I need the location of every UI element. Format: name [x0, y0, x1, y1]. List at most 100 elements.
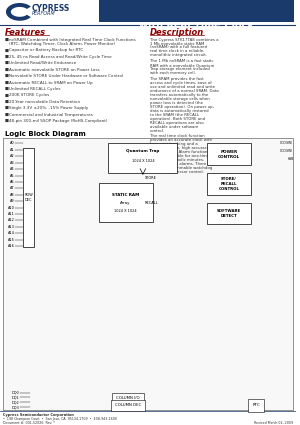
- Text: ■: ■: [5, 87, 9, 91]
- Text: A6: A6: [10, 180, 15, 184]
- Text: Array: Array: [120, 201, 131, 205]
- Text: oscillator. The Alarm function: oscillator. The Alarm function: [150, 150, 207, 154]
- Text: POWER
CONTROL: POWER CONTROL: [218, 150, 240, 159]
- Text: SOFTWARE
DETECT: SOFTWARE DETECT: [217, 209, 241, 218]
- Text: DQ0: DQ0: [12, 391, 20, 394]
- FancyBboxPatch shape: [207, 173, 251, 195]
- Text: The 1 Mb nvSRAM is a fast static: The 1 Mb nvSRAM is a fast static: [150, 60, 213, 63]
- Text: STORE: STORE: [145, 176, 157, 180]
- Text: ROW
DEC: ROW DEC: [24, 193, 33, 202]
- Text: Trap storage element included: Trap storage element included: [150, 67, 209, 71]
- Text: The real time clock function: The real time clock function: [150, 134, 205, 139]
- Text: 1024 X 1024: 1024 X 1024: [114, 209, 137, 212]
- Text: RECALL operations are also: RECALL operations are also: [150, 121, 203, 125]
- Text: PERFORM: PERFORM: [32, 11, 55, 16]
- Text: access and cycle times, ease of: access and cycle times, ease of: [150, 81, 211, 85]
- Text: A16: A16: [8, 244, 15, 248]
- Text: The Cypress STK17TA8 combines a: The Cypress STK17TA8 combines a: [150, 37, 218, 42]
- Text: Description: Description: [150, 28, 204, 37]
- Text: leap year tracking and a: leap year tracking and a: [150, 142, 197, 146]
- Polygon shape: [6, 3, 31, 21]
- Text: A14: A14: [8, 231, 15, 235]
- Text: control.: control.: [150, 128, 165, 133]
- Text: A2: A2: [10, 154, 15, 158]
- Text: Automatic nonvolatile STORE on Power Loss: Automatic nonvolatile STORE on Power Los…: [9, 68, 100, 72]
- Text: Revised March 02, 2009: Revised March 02, 2009: [254, 421, 292, 425]
- Text: ■: ■: [5, 119, 9, 123]
- Text: 1 Mb nonvolatile static RAM: 1 Mb nonvolatile static RAM: [150, 42, 204, 45]
- Text: A3: A3: [10, 161, 15, 164]
- Text: nvSRAM Combined with Integrated Real Time Clock Functions: nvSRAM Combined with Integrated Real Tim…: [9, 37, 136, 42]
- Text: The SRAM provides the fast: The SRAM provides the fast: [150, 77, 203, 81]
- FancyBboxPatch shape: [207, 143, 251, 165]
- Text: STATIC RAM: STATIC RAM: [112, 193, 139, 197]
- Text: ■: ■: [5, 37, 9, 42]
- Text: ■: ■: [5, 113, 9, 117]
- Text: 200K STORE Cycles: 200K STORE Cycles: [9, 94, 49, 97]
- Text: STK17TA8: STK17TA8: [250, 3, 294, 12]
- Text: ■: ■: [5, 81, 9, 85]
- Text: •  198 Champion Court  •  San Jose, CA  95134-1709  •  408-943-2600: • 198 Champion Court • San Jose, CA 9513…: [3, 417, 117, 421]
- Text: hours, or days alarms. There is: hours, or days alarms. There is: [150, 162, 210, 166]
- Text: RECALL: RECALL: [145, 201, 158, 205]
- Text: 25, 45 ns Read Access and Read/Write Cycle Time: 25, 45 ns Read Access and Read/Write Cyc…: [9, 55, 112, 59]
- FancyBboxPatch shape: [98, 0, 294, 22]
- Text: ■: ■: [5, 106, 9, 110]
- Text: Quantum Trap: Quantum Trap: [126, 149, 160, 153]
- Text: Logic Block Diagram: Logic Block Diagram: [5, 130, 86, 136]
- Text: Document #: 001-52026  Rev. *: Document #: 001-52026 Rev. *: [3, 421, 55, 425]
- Text: DQ2: DQ2: [12, 400, 20, 405]
- Text: operation). Both STORE and: operation). Both STORE and: [150, 117, 205, 121]
- Text: Commercial and Industrial Temperatures: Commercial and Industrial Temperatures: [9, 113, 93, 117]
- Text: ■: ■: [5, 68, 9, 72]
- Text: A7: A7: [10, 186, 15, 190]
- Text: timer for processor control.: timer for processor control.: [150, 170, 204, 174]
- Text: 48-pin 300-mil SSOP Package (RoHS-Compliant): 48-pin 300-mil SSOP Package (RoHS-Compli…: [9, 119, 107, 123]
- FancyBboxPatch shape: [108, 143, 177, 173]
- FancyBboxPatch shape: [98, 183, 153, 222]
- FancyBboxPatch shape: [3, 139, 292, 411]
- Text: ■: ■: [5, 74, 9, 78]
- Text: Capacitor or Battery Backup for RTC: Capacitor or Battery Backup for RTC: [9, 48, 83, 52]
- Text: (nvSRAM) with a full featured: (nvSRAM) with a full featured: [150, 45, 207, 49]
- Text: VCC(SW): VCC(SW): [280, 142, 294, 145]
- Text: ■: ■: [5, 61, 9, 65]
- Text: available under software: available under software: [150, 125, 198, 129]
- Text: COLUMN DEC: COLUMN DEC: [115, 403, 141, 408]
- FancyBboxPatch shape: [207, 203, 251, 224]
- Text: Single 3.3V ±20%, -15% Power Supply: Single 3.3V ±20%, -15% Power Supply: [9, 106, 88, 110]
- Text: 20-Year nonvolatile Data Retention: 20-Year nonvolatile Data Retention: [9, 100, 80, 104]
- Text: real time clock in a reliable,: real time clock in a reliable,: [150, 49, 204, 54]
- Text: endurance of a normal SRAM. Data: endurance of a normal SRAM. Data: [150, 89, 218, 93]
- Text: A12: A12: [8, 218, 15, 223]
- Text: A11: A11: [8, 212, 15, 216]
- Text: Automatic RECALL to SRAM on Power Up: Automatic RECALL to SRAM on Power Up: [9, 81, 92, 85]
- Text: CYPRESS: CYPRESS: [32, 4, 70, 14]
- Text: COLUMN I/O: COLUMN I/O: [116, 397, 140, 400]
- Text: provides an accurate clock with: provides an accurate clock with: [150, 139, 212, 142]
- Text: DQ3: DQ3: [12, 405, 20, 409]
- Text: data is automatically restored: data is automatically restored: [150, 109, 208, 113]
- Text: RTC: RTC: [252, 403, 260, 408]
- Text: ■: ■: [5, 55, 9, 59]
- FancyBboxPatch shape: [23, 148, 34, 247]
- Text: with each memory cell.: with each memory cell.: [150, 71, 196, 75]
- Text: transfers automatically to the: transfers automatically to the: [150, 93, 208, 97]
- Text: Unlimited RECALL Cycles: Unlimited RECALL Cycles: [9, 87, 60, 91]
- Text: programmable, high accuracy: programmable, high accuracy: [150, 146, 209, 150]
- Text: ■: ■: [5, 48, 9, 52]
- Text: A15: A15: [8, 238, 15, 242]
- Text: DQ1: DQ1: [12, 396, 20, 399]
- Text: nonvolatile storage cells when: nonvolatile storage cells when: [150, 97, 209, 101]
- Text: alarms or periodic minutes,: alarms or periodic minutes,: [150, 158, 204, 162]
- Text: A9: A9: [10, 199, 15, 203]
- Text: use and unlimited read and write: use and unlimited read and write: [150, 85, 215, 89]
- Text: (RTC, Watchdog Timer, Clock Alarm, Power Monitor): (RTC, Watchdog Timer, Clock Alarm, Power…: [9, 42, 115, 46]
- Text: A8: A8: [10, 193, 15, 197]
- Text: A4: A4: [10, 167, 15, 171]
- Text: 128k X 8 AutoStore™ nvSRAM
with Real Time Clock: 128k X 8 AutoStore™ nvSRAM with Real Tim…: [113, 7, 279, 30]
- Text: is programmable for one-time: is programmable for one-time: [150, 154, 209, 158]
- Text: Features: Features: [5, 28, 46, 37]
- Text: Nonvolatile STORE Under Hardware or Software Control: Nonvolatile STORE Under Hardware or Soft…: [9, 74, 123, 78]
- Text: Cypress Semiconductor Corporation: Cypress Semiconductor Corporation: [3, 413, 74, 417]
